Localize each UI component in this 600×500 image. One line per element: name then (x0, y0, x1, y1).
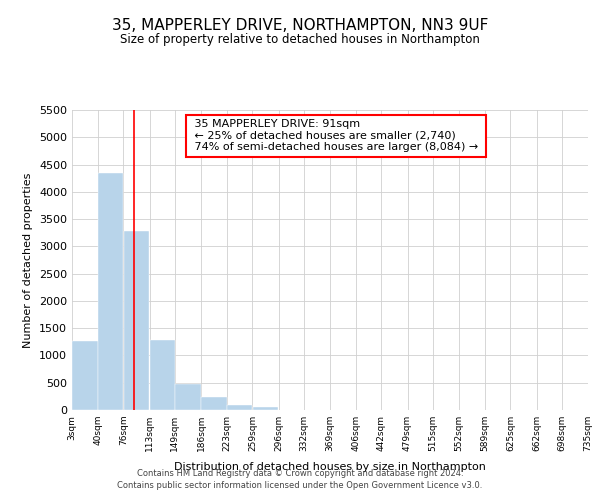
Bar (253, 406, 278, 410)
Bar (124, 230, 149, 410)
Y-axis label: Number of detached properties: Number of detached properties (23, 172, 34, 348)
Bar (150, 340, 175, 410)
Text: 35 MAPPERLEY DRIVE: 91sqm
 ← 25% of detached houses are smaller (2,740)
 74% of : 35 MAPPERLEY DRIVE: 91sqm ← 25% of detac… (191, 119, 481, 152)
Bar (227, 405, 252, 410)
Bar (175, 384, 201, 410)
Text: Contains HM Land Registry data © Crown copyright and database right 2024.: Contains HM Land Registry data © Crown c… (137, 468, 463, 477)
Bar (72, 340, 98, 410)
Text: 35, MAPPERLEY DRIVE, NORTHAMPTON, NN3 9UF: 35, MAPPERLEY DRIVE, NORTHAMPTON, NN3 9U… (112, 18, 488, 32)
Bar (98, 174, 123, 410)
Text: Size of property relative to detached houses in Northampton: Size of property relative to detached ho… (120, 32, 480, 46)
X-axis label: Distribution of detached houses by size in Northampton: Distribution of detached houses by size … (174, 462, 486, 472)
Text: Contains public sector information licensed under the Open Government Licence v3: Contains public sector information licen… (118, 481, 482, 490)
Bar (201, 396, 227, 410)
